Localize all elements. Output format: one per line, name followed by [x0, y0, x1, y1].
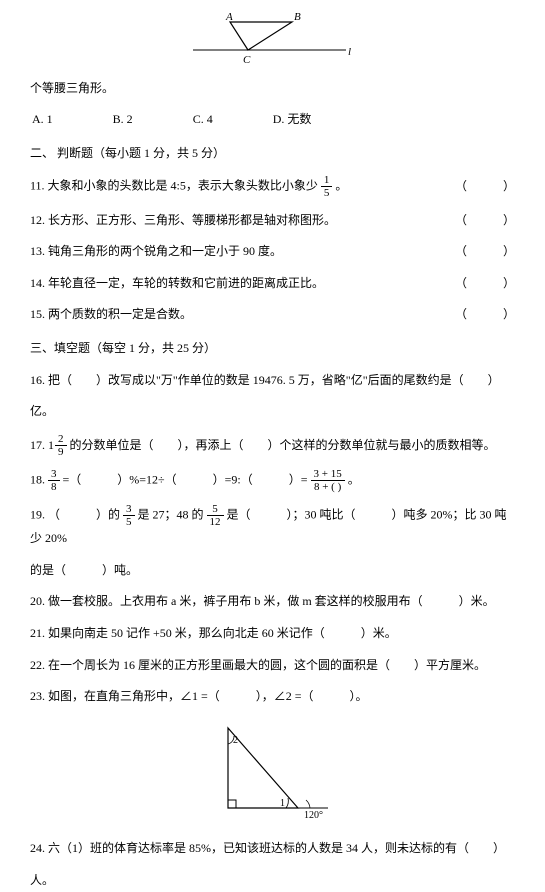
opt-d: D. 无数 — [273, 109, 312, 131]
q19-line2: 的是（ ）吨。 — [30, 560, 515, 582]
q17-a: 17. — [30, 438, 48, 452]
q13: 13. 钝角三角形的两个锐角之和一定小于 90 度。 （ ） — [30, 241, 515, 263]
judge-paren: （ ） — [455, 210, 515, 232]
q22: 22. 在一个周长为 16 厘米的正方形里画最大的圆，这个圆的面积是（ ）平方厘… — [30, 655, 515, 677]
angle-120-label: 120° — [304, 810, 323, 821]
right-triangle-diagram: 2 1 120° — [30, 718, 515, 831]
q18-frac1: 38 — [48, 468, 60, 493]
judge-paren: （ ） — [455, 241, 515, 263]
q19-frac2: 512 — [207, 503, 224, 528]
q12-text: 12. 长方形、正方形、三角形、等腰梯形都是轴对称图形。 — [30, 210, 336, 232]
q21: 21. 如果向南走 50 记作 +50 米，那么向北走 60 米记作（ ）米。 — [30, 623, 515, 645]
label-l: l — [348, 46, 351, 58]
section-2-heading: 二、 判断题（每小题 1 分，共 5 分） — [30, 143, 515, 165]
q12: 12. 长方形、正方形、三角形、等腰梯形都是轴对称图形。 （ ） — [30, 210, 515, 232]
judge-paren: （ ） — [455, 304, 515, 326]
judge-paren: （ ） — [455, 176, 515, 198]
q23: 23. 如图，在直角三角形中，∠1 =（ ），∠2 =（ ）。 — [30, 686, 515, 708]
judge-paren: （ ） — [455, 273, 515, 295]
q11-text-b: 。 — [335, 179, 347, 193]
triangle-abc-diagram: A B C l — [30, 10, 515, 73]
q14: 14. 年轮直径一定，车轮的转数和它前进的距离成正比。 （ ） — [30, 273, 515, 295]
q20: 20. 做一套校服。上衣用布 a 米，裤子用布 b 米，做 m 套这样的校服用布… — [30, 591, 515, 613]
q18-b: =（ ）%=12÷（ ）=9:（ ）= — [63, 472, 311, 486]
q19-frac1: 35 — [123, 503, 135, 528]
section-3-heading: 三、填空题（每空 1 分，共 25 分） — [30, 338, 515, 360]
q24-line1: 24. 六（1）班的体育达标率是 85%，已知该班达标的人数是 34 人，则未达… — [30, 838, 515, 860]
q18-frac2: 3 + 158 + ( ) — [311, 468, 345, 493]
label-b: B — [294, 11, 301, 23]
q15: 15. 两个质数的积一定是合数。 （ ） — [30, 304, 515, 326]
q16-line2: 亿。 — [30, 401, 515, 423]
label-a: A — [225, 11, 233, 23]
opt-b: B. 2 — [113, 109, 133, 131]
q11-text-a: 11. 大象和小象的头数比是 4:5，表示大象头数比小象少 — [30, 179, 318, 193]
q11: 11. 大象和小象的头数比是 4:5，表示大象头数比小象少 15 。 （ ） — [30, 174, 515, 199]
q17-b: 的分数单位是（ ），再添上（ ）个这样的分数单位就与最小的质数相等。 — [70, 438, 496, 452]
q24-line2: 人。 — [30, 870, 515, 892]
opt-c: C. 4 — [193, 109, 213, 131]
q19-b: 是 27；48 的 — [138, 507, 207, 521]
q19-line1: 19. （ ）的 35 是 27；48 的 512 是（ ）；30 吨比（ ）吨… — [30, 503, 515, 550]
q18-c: 。 — [348, 472, 360, 486]
angle-1-label: 1 — [280, 798, 285, 809]
q17-mixed: 1 29 — [48, 433, 67, 458]
label-c: C — [243, 54, 251, 65]
opt-a: A. 1 — [32, 109, 53, 131]
q16-line1: 16. 把（ ）改写成以"万"作单位的数是 19476. 5 万，省略"亿"后面… — [30, 370, 515, 392]
q17: 17. 1 29 的分数单位是（ ），再添上（ ）个这样的分数单位就与最小的质数… — [30, 433, 515, 458]
q18: 18. 38 =（ ）%=12÷（ ）=9:（ ）= 3 + 158 + ( )… — [30, 468, 515, 493]
q11-fraction: 15 — [321, 174, 333, 199]
stem-tail: 个等腰三角形。 — [30, 78, 515, 100]
q19-a: 19. （ ）的 — [30, 507, 123, 521]
mc-options: A. 1 B. 2 C. 4 D. 无数 — [30, 109, 515, 131]
q15-text: 15. 两个质数的积一定是合数。 — [30, 304, 192, 326]
q13-text: 13. 钝角三角形的两个锐角之和一定小于 90 度。 — [30, 241, 282, 263]
q18-a: 18. — [30, 472, 48, 486]
q14-text: 14. 年轮直径一定，车轮的转数和它前进的距离成正比。 — [30, 273, 324, 295]
